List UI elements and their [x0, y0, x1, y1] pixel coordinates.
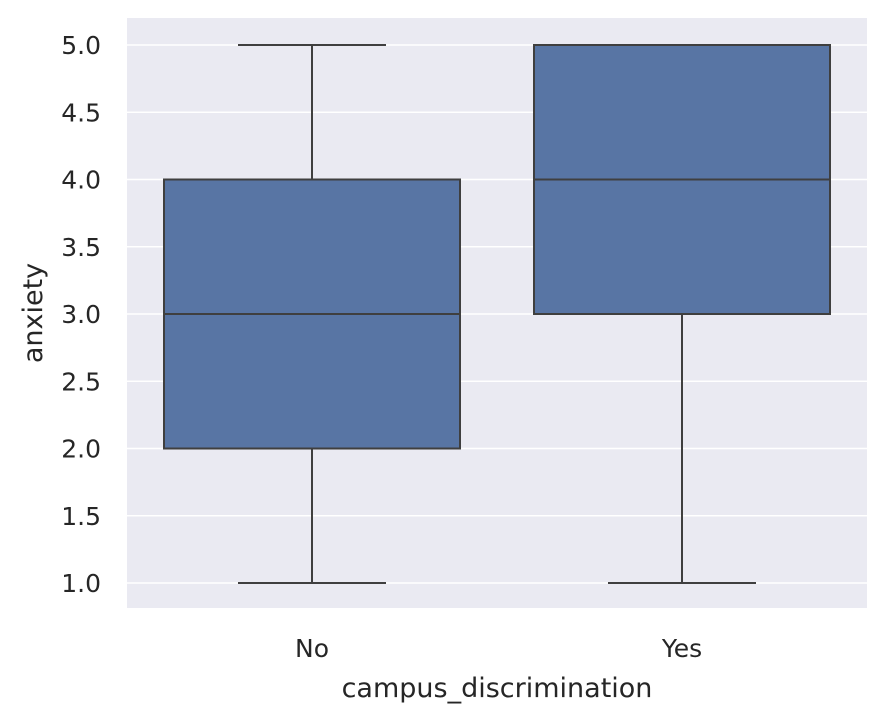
- y-tick-label: 5.0: [61, 31, 101, 60]
- x-tick-labels: No Yes: [295, 634, 702, 663]
- y-tick-label: 2.5: [61, 367, 101, 396]
- y-tick-labels: 1.0 1.5 2.0 2.5 3.0 3.5 4.0 4.5 5.0: [61, 31, 101, 598]
- y-tick-label: 3.5: [61, 233, 101, 262]
- x-tick-label: Yes: [661, 634, 702, 663]
- boxes: [163, 44, 831, 584]
- x-tick-label: No: [295, 634, 329, 663]
- y-tick-label: 1.0: [61, 569, 101, 598]
- x-axis-label: campus_discrimination: [342, 673, 653, 704]
- box-group-yes: [533, 44, 831, 584]
- y-tick-label: 4.0: [61, 166, 101, 195]
- y-tick-label: 2.0: [61, 435, 101, 464]
- y-tick-label: 1.5: [61, 502, 101, 531]
- y-tick-label: 4.5: [61, 98, 101, 127]
- box-group-no: [163, 44, 461, 584]
- y-tick-label: 3.0: [61, 300, 101, 329]
- y-axis-label: anxiety: [18, 263, 49, 363]
